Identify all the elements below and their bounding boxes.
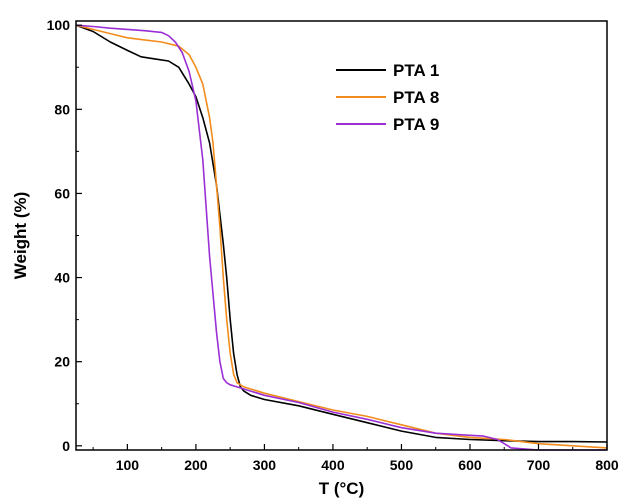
y-axis-title: Weight (%) [11, 192, 30, 280]
x-tick-label: 600 [458, 457, 482, 473]
x-tick-label: 200 [184, 457, 208, 473]
x-tick-label: 300 [253, 457, 277, 473]
y-tick-label: 100 [47, 17, 71, 33]
series-layer [75, 24, 608, 451]
series-line-2 [75, 24, 608, 449]
x-tick-label: 500 [390, 457, 414, 473]
x-tick-label: 800 [595, 457, 619, 473]
x-axis-title: T (°C) [319, 479, 365, 498]
y-tick-label: 20 [54, 354, 70, 370]
y-tick-label: 80 [54, 101, 70, 117]
plot-frame [75, 20, 608, 451]
x-tick-label: 400 [321, 457, 345, 473]
y-tick-label: 40 [54, 270, 70, 286]
y-tick-label: 0 [62, 438, 70, 454]
series-line-3 [75, 24, 607, 451]
axes-layer: 100 200 300 400 500 600 700 800 0 20 40 60 80 100 [47, 17, 619, 473]
legend: PTA 1 PTA 8 PTA 9 [336, 61, 439, 134]
x-tick-label: 700 [527, 457, 551, 473]
x-tick-label: 100 [116, 457, 140, 473]
legend-label-3: PTA 9 [393, 115, 439, 134]
legend-label-2: PTA 8 [393, 88, 439, 107]
legend-label-1: PTA 1 [393, 61, 439, 80]
series-line-1 [75, 24, 608, 443]
y-tick-label: 60 [54, 185, 70, 201]
